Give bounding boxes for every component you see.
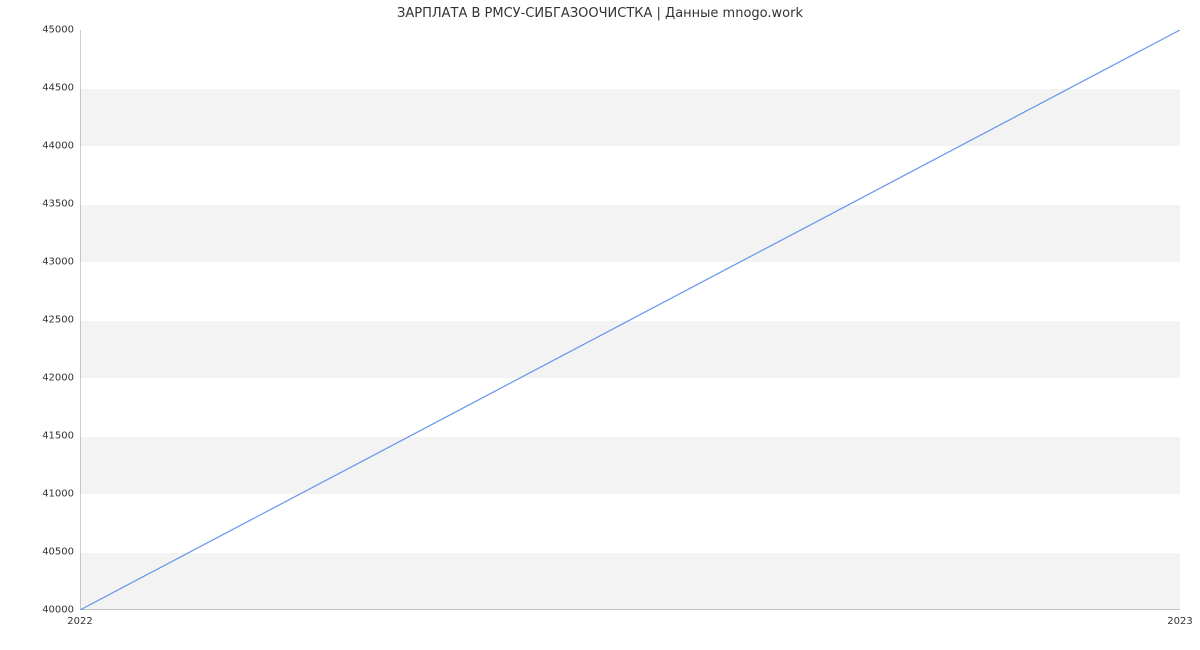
y-tick-label: 43500: [42, 199, 74, 210]
line-layer: [80, 30, 1180, 610]
series-salary: [80, 30, 1180, 610]
y-tick-label: 42500: [42, 315, 74, 326]
x-tick-label: 2022: [67, 616, 92, 627]
plot-area: 4000040500410004150042000425004300043500…: [80, 30, 1180, 610]
y-tick-label: 44000: [42, 141, 74, 152]
y-tick-label: 45000: [42, 25, 74, 36]
y-tick-label: 40000: [42, 605, 74, 616]
y-tick-label: 40500: [42, 547, 74, 558]
y-tick-label: 41000: [42, 489, 74, 500]
salary-line-chart: ЗАРПЛАТА В РМСУ-СИБГАЗООЧИСТКА | Данные …: [0, 0, 1200, 650]
y-tick-label: 44500: [42, 83, 74, 94]
y-tick-label: 41500: [42, 431, 74, 442]
chart-title: ЗАРПЛАТА В РМСУ-СИБГАЗООЧИСТКА | Данные …: [0, 6, 1200, 21]
y-tick-label: 42000: [42, 373, 74, 384]
y-tick-label: 43000: [42, 257, 74, 268]
x-tick-label: 2023: [1167, 616, 1192, 627]
y-gridline: [80, 610, 1180, 611]
